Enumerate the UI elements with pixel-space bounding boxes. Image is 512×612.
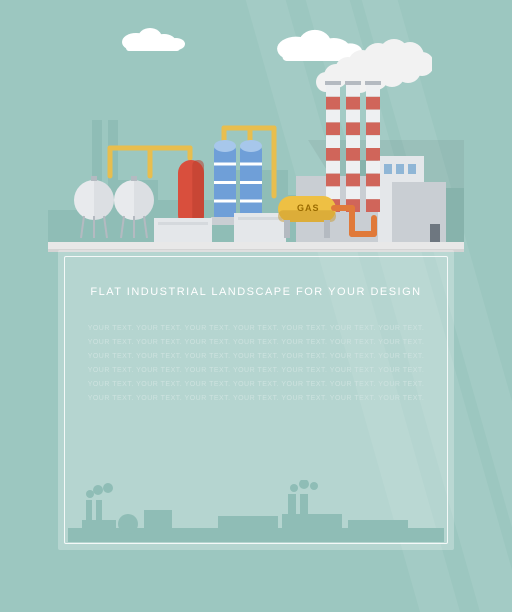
infographic-stage: GAS FLAT INDUSTRIAL LANDSCAPE FOR YOUR D… — [0, 0, 512, 612]
factory-illustration — [0, 0, 512, 260]
text-panel: FLAT INDUSTRIAL LANDSCAPE FOR YOUR DESIG… — [58, 250, 454, 550]
panel-factory-silhouette — [68, 480, 444, 542]
gas-tank-label: GAS — [297, 203, 320, 213]
panel-filler-text: YOUR TEXT. YOUR TEXT. YOUR TEXT. YOUR TE… — [58, 322, 454, 406]
panel-title: FLAT INDUSTRIAL LANDSCAPE FOR YOUR DESIG… — [58, 286, 454, 298]
